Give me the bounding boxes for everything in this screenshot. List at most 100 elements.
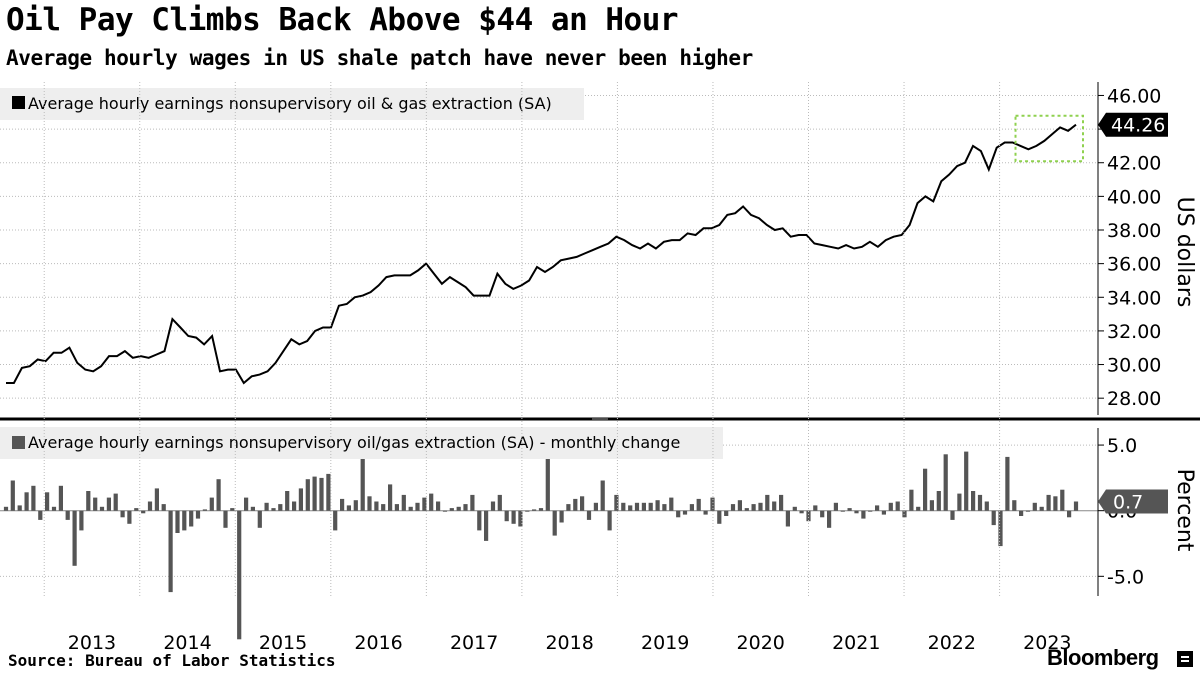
top-legend-bg: [0, 88, 584, 120]
change-bar: [779, 494, 784, 511]
change-bar: [65, 510, 70, 520]
change-bar: [964, 451, 969, 511]
change-bar: [353, 500, 358, 511]
change-bar: [710, 497, 715, 511]
change-bar: [929, 500, 934, 511]
top-ytick-label: 38.00: [1107, 220, 1161, 242]
top-ytick-label: 42.00: [1107, 153, 1161, 175]
change-bar: [991, 510, 996, 526]
change-bar: [1019, 510, 1024, 516]
change-bar: [971, 491, 976, 511]
change-bar: [298, 488, 303, 511]
source-note: Source: Bureau of Labor Statistics: [8, 651, 336, 670]
change-bar: [436, 501, 441, 511]
change-bar: [113, 493, 118, 511]
change-bar: [552, 510, 557, 536]
bottom-legend-label: Average hourly earnings nonsupervisory o…: [28, 433, 680, 452]
bottom-y-label: Percent: [1172, 469, 1197, 552]
change-bar: [374, 501, 379, 511]
change-bar: [559, 510, 564, 523]
change-bar: [202, 509, 207, 511]
top-gridlines: [0, 94, 1098, 399]
change-bar: [875, 505, 880, 511]
bottom-legend-swatch: [12, 436, 25, 449]
change-bar: [401, 494, 406, 511]
change-bar: [490, 501, 496, 511]
change-bar: [998, 510, 1003, 547]
change-bar: [717, 510, 722, 524]
x-tick-label: 2018: [545, 632, 593, 654]
change-bar: [895, 501, 900, 511]
change-bar: [257, 510, 262, 528]
change-bar: [106, 497, 111, 511]
bottom-last-value-tag: 0.7: [1098, 489, 1168, 514]
top-legend-label: Average hourly earnings nonsupervisory o…: [28, 94, 552, 113]
change-bar: [182, 510, 187, 531]
change-bar: [470, 494, 475, 511]
change-bar: [79, 510, 84, 531]
change-bar: [634, 502, 640, 511]
change-bar: [415, 502, 420, 511]
wage-series-line[interactable]: [6, 123, 1077, 385]
top-ytick-label: 30.00: [1107, 355, 1161, 377]
change-bar: [250, 506, 255, 511]
change-bar: [806, 510, 811, 522]
bottom-ytick-label: 5.0: [1107, 435, 1137, 457]
change-bar: [1060, 489, 1065, 511]
change-bar: [621, 502, 626, 511]
change-bar: [600, 480, 605, 511]
change-bar: [737, 500, 742, 511]
change-bar: [58, 485, 63, 511]
top-last-value: 44.26: [1111, 115, 1165, 137]
top-ytick-label: 32.00: [1107, 321, 1161, 343]
change-bar: [744, 508, 749, 511]
change-bar: [346, 505, 351, 511]
change-bar: [813, 505, 818, 511]
change-bar: [868, 510, 873, 512]
change-bar: [881, 510, 886, 515]
x-tick-label: 2016: [354, 632, 402, 654]
change-bar: [99, 506, 105, 511]
change-bar: [134, 508, 139, 511]
change-bar: [223, 510, 228, 528]
change-bar: [1073, 501, 1079, 511]
top-ytick-label: 34.00: [1107, 287, 1161, 309]
change-bar: [449, 508, 454, 511]
change-bar: [3, 506, 9, 511]
change-bar: [394, 504, 399, 511]
change-bar: [847, 508, 852, 511]
change-bar: [689, 504, 694, 511]
change-bar: [216, 479, 221, 511]
change-bar: [724, 510, 729, 516]
change-bar: [916, 506, 921, 511]
change-bar: [367, 496, 372, 511]
change-bar: [669, 497, 674, 511]
change-bar: [662, 504, 667, 511]
change-bar: [120, 510, 125, 518]
bloomberg-logo: Bloomberg: [1047, 645, 1159, 670]
top-ytick-label: 40.00: [1107, 186, 1161, 208]
change-bar: [518, 510, 523, 527]
change-bar: [888, 502, 893, 511]
change-bar: [628, 505, 633, 511]
change-bar: [189, 510, 194, 527]
change-bar: [10, 480, 15, 511]
change-bar: [319, 477, 324, 511]
top-last-value-tag: 44.26: [1098, 112, 1168, 137]
change-bar: [827, 510, 832, 528]
change-bar: [477, 510, 482, 531]
change-bar: [676, 510, 681, 518]
change-bar: [648, 502, 653, 511]
change-bar: [504, 510, 509, 522]
change-bar: [840, 510, 845, 512]
change-bar: [195, 510, 201, 519]
change-bar: [792, 506, 797, 511]
change-bar: [209, 497, 214, 511]
change-bar: [1053, 496, 1058, 511]
change-bar: [538, 508, 544, 511]
change-bar: [442, 510, 448, 512]
change-bar: [326, 473, 331, 511]
change-bar: [429, 493, 434, 511]
change-bar: [984, 501, 989, 511]
